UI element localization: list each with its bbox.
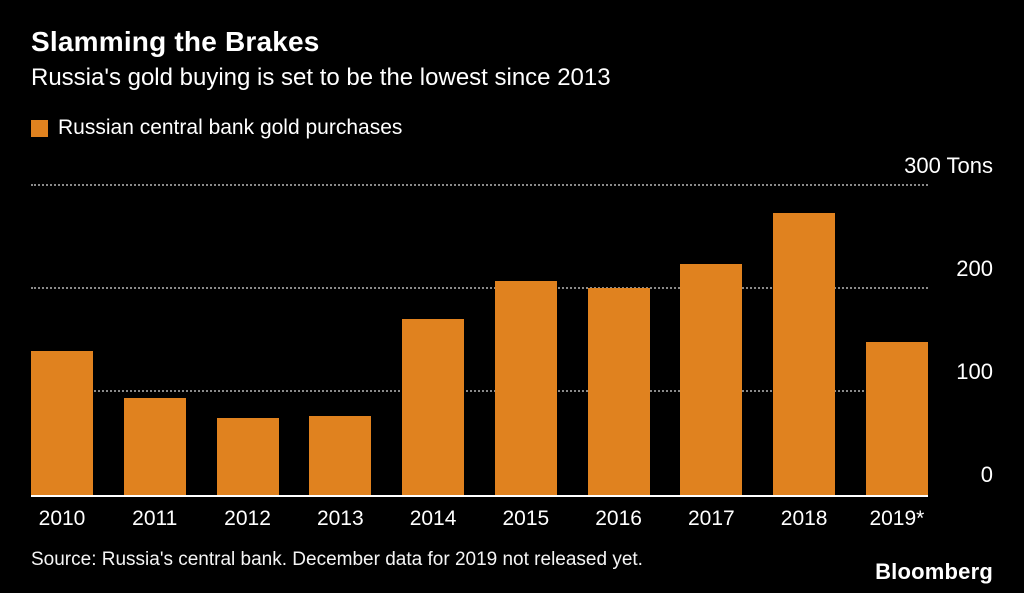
bar-2018: [773, 212, 836, 495]
x-tick-label: 2014: [409, 507, 457, 530]
source-text: Source: Russia's central bank. December …: [31, 549, 643, 570]
chart-title: Slamming the Brakes: [31, 26, 320, 57]
bar-2010: [31, 350, 93, 495]
gridline: [31, 184, 928, 186]
y-tick-label: 100: [956, 359, 993, 384]
bar-2014: [402, 318, 465, 495]
y-tick-label: 200: [956, 256, 993, 281]
chart-page: Slamming the Brakes Russia's gold buying…: [31, 26, 993, 531]
bar-2012: [216, 417, 279, 495]
bar-slot: [773, 186, 836, 495]
bar-chart: 0 100 200 300 Tons: [31, 154, 993, 497]
y-tick-label: 0: [980, 462, 993, 487]
y-tick-label: 300 Tons: [904, 153, 993, 178]
bar-2013: [309, 415, 372, 495]
bar-slot: [309, 186, 372, 495]
gridlines-layer: [31, 184, 993, 495]
bar-slot: [216, 186, 279, 495]
bar-slot: [680, 186, 743, 495]
bar-slot: [402, 186, 465, 495]
legend-swatch-icon: [31, 119, 48, 137]
bloomberg-logo: Bloomberg: [875, 559, 993, 584]
legend-label: Russian central bank gold purchases: [58, 116, 403, 139]
legend: Russian central bank gold purchases: [31, 116, 993, 140]
x-tick-label: 2018: [780, 507, 828, 530]
chart-subtitle: Russia's gold buying is set to be the lo…: [31, 64, 611, 91]
bar-slot: [31, 186, 93, 495]
x-tick-label: 2010: [38, 507, 86, 530]
x-tick-label: 2017: [688, 507, 735, 530]
x-tick-label: 2013: [316, 507, 364, 530]
gridline: [31, 287, 928, 289]
x-axis-labels: 2010 2011 2012 2013 2014 2015 2016 2017 2018 2019…: [31, 507, 928, 531]
bar-2015: [494, 280, 557, 495]
x-tick-label: 2016: [595, 507, 642, 530]
x-tick-label: 2012: [224, 507, 271, 530]
bar-slot: [123, 186, 186, 495]
x-tick-label: 2015: [502, 507, 550, 530]
bars-layer: [31, 186, 928, 497]
bar-2011: [123, 398, 186, 495]
bar-2019*: [865, 341, 928, 495]
x-tick-label: 2011: [132, 507, 178, 530]
bar-slot: [587, 186, 650, 495]
bar-2016: [587, 287, 650, 495]
gridline: [31, 390, 928, 392]
bar-2017: [680, 264, 743, 495]
bar-slot: [865, 186, 928, 495]
bar-slot: [494, 186, 557, 495]
x-tick-label: 2019*: [869, 507, 925, 530]
